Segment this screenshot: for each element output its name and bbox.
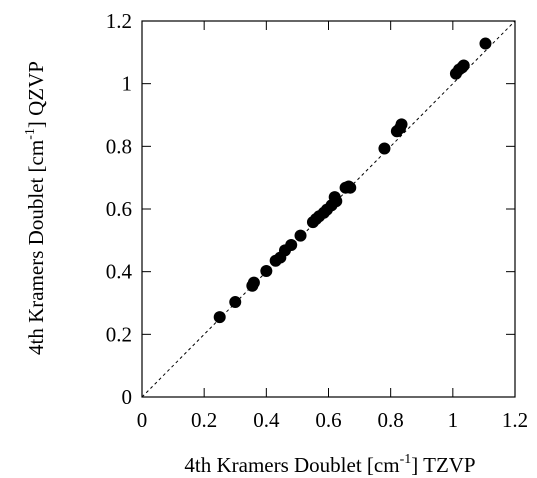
- data-point: [247, 276, 260, 289]
- y-tick-label: 0.2: [106, 322, 132, 346]
- data-point: [229, 296, 242, 309]
- x-tick-label: 0.4: [253, 408, 280, 432]
- x-tick-label: 0: [137, 408, 148, 432]
- x-tick-label: 1.2: [502, 408, 528, 432]
- data-point: [294, 229, 307, 242]
- y-axis-ticks: 0 0.2 0.4 0.6 0.8 1 1.2: [106, 9, 515, 409]
- x-tick-label: 1: [448, 408, 459, 432]
- data-point: [378, 142, 391, 155]
- y-tick-label: 0.6: [106, 197, 132, 221]
- data-point: [213, 311, 226, 324]
- data-point: [260, 265, 273, 278]
- y-axis-label: 4th Kramers Doublet [cm-1] QZVP: [23, 61, 48, 355]
- data-point: [479, 37, 492, 50]
- data-point: [457, 59, 470, 72]
- data-point: [285, 239, 298, 252]
- data-point: [344, 181, 357, 194]
- x-axis-ticks: 0 0.2 0.4 0.6 0.8 1 1.2: [137, 21, 528, 432]
- y-tick-label: 0.8: [106, 134, 132, 158]
- x-tick-label: 0.6: [315, 408, 341, 432]
- x-tick-label: 0.8: [378, 408, 404, 432]
- x-axis-label: 4th Kramers Doublet [cm-1] TZVP: [184, 452, 475, 477]
- x-tick-label: 0.2: [191, 408, 217, 432]
- y-tick-label: 1.2: [106, 9, 132, 33]
- y-tick-label: 1: [122, 72, 133, 96]
- data-points: [213, 37, 492, 324]
- y-tick-label: 0: [122, 385, 133, 409]
- y-tick-label: 0.4: [106, 260, 133, 284]
- data-point: [393, 122, 406, 135]
- data-point: [330, 195, 343, 208]
